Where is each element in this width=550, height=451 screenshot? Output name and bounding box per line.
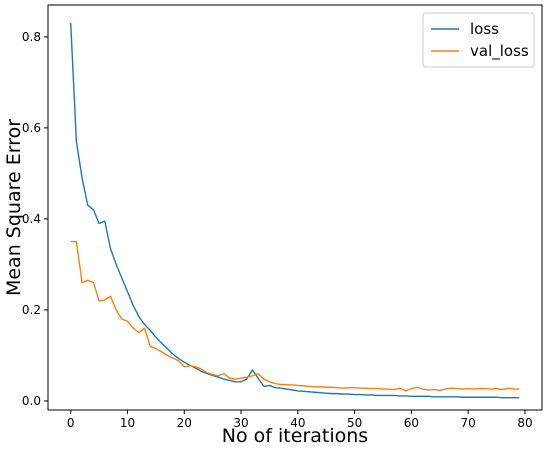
axes-frame (47, 4, 543, 411)
y-tick-label: 0.8 (22, 30, 41, 44)
y-tick-label: 0.0 (22, 394, 41, 408)
plot-area (70, 23, 520, 399)
x-axis-title: No of iterations (222, 425, 368, 447)
x-tick-label: 80 (517, 416, 532, 430)
legend: loss val_loss (422, 12, 535, 68)
x-axis: 0 10 20 30 40 50 60 70 80 (67, 410, 533, 430)
x-tick-label: 0 (67, 416, 75, 430)
x-tick-label: 60 (404, 416, 419, 430)
x-tick-label: 70 (461, 416, 476, 430)
legend-label-val-loss: val_loss (470, 42, 529, 61)
y-tick-label: 0.2 (22, 303, 41, 317)
series-line-loss (70, 23, 520, 399)
x-tick-label: 30 (233, 416, 248, 430)
x-tick-label: 20 (177, 416, 192, 430)
x-tick-label: 10 (120, 416, 135, 430)
x-tick-label: 50 (347, 416, 362, 430)
series-line-val-loss (70, 240, 520, 392)
y-tick-label: 0.4 (22, 212, 41, 226)
y-tick-label: 0.6 (22, 121, 41, 135)
legend-label-loss: loss (470, 20, 499, 38)
y-axis: 0.0 0.2 0.4 0.6 0.8 (22, 30, 48, 408)
y-axis-title: Mean Square Error (3, 119, 25, 296)
x-tick-label: 40 (290, 416, 305, 430)
legend-box (422, 12, 535, 68)
